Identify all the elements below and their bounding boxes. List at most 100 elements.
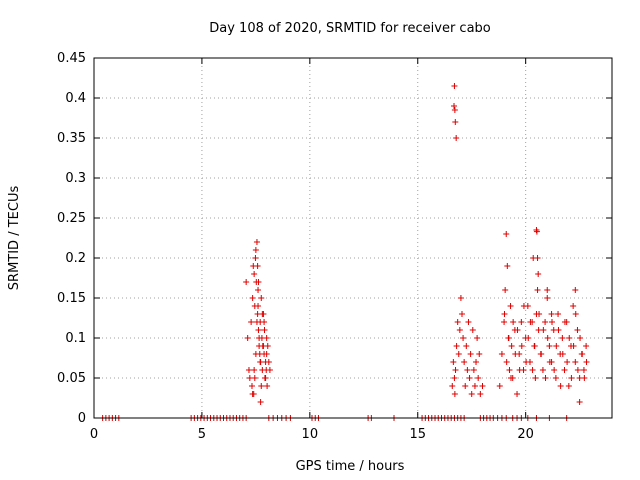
data-point bbox=[467, 351, 474, 357]
x-tick-label: 15 bbox=[409, 427, 426, 442]
data-point bbox=[475, 375, 482, 381]
data-point bbox=[244, 335, 251, 341]
data-point bbox=[514, 391, 521, 397]
data-point bbox=[498, 351, 505, 357]
data-point bbox=[501, 311, 508, 317]
data-point bbox=[506, 367, 513, 373]
chart-title: Day 108 of 2020, SRMTID for receiver cab… bbox=[209, 21, 491, 36]
data-point bbox=[527, 319, 534, 325]
data-point bbox=[255, 287, 262, 293]
data-point bbox=[460, 335, 467, 341]
data-point bbox=[576, 399, 583, 405]
data-point bbox=[529, 367, 536, 373]
data-point bbox=[259, 311, 266, 317]
data-point bbox=[264, 383, 271, 389]
data-point bbox=[544, 335, 551, 341]
data-point bbox=[251, 375, 258, 381]
data-point bbox=[572, 359, 579, 365]
data-point bbox=[502, 287, 509, 293]
data-point bbox=[468, 391, 475, 397]
x-axis-label: GPS time / hours bbox=[296, 459, 405, 474]
data-point bbox=[253, 319, 260, 325]
data-point bbox=[465, 319, 472, 325]
y-tick-label: 0.05 bbox=[57, 371, 86, 386]
data-point bbox=[258, 295, 265, 301]
data-point bbox=[570, 343, 577, 349]
data-point bbox=[533, 228, 540, 235]
data-point bbox=[503, 359, 510, 365]
data-points bbox=[99, 83, 590, 421]
data-point bbox=[518, 319, 525, 325]
data-point bbox=[258, 383, 265, 389]
data-point bbox=[548, 319, 555, 325]
data-point bbox=[568, 375, 575, 381]
data-point bbox=[544, 287, 551, 293]
data-point bbox=[557, 383, 564, 389]
data-point bbox=[532, 375, 539, 381]
data-point bbox=[456, 327, 463, 333]
y-tick-label: 0.25 bbox=[57, 211, 86, 226]
data-point bbox=[252, 255, 259, 261]
data-point bbox=[514, 327, 521, 333]
data-point bbox=[546, 343, 553, 349]
data-point bbox=[469, 327, 476, 333]
data-point bbox=[454, 319, 461, 325]
data-point bbox=[458, 311, 465, 317]
y-tick-label: 0.3 bbox=[65, 171, 86, 186]
data-point bbox=[555, 327, 562, 333]
y-tick-label: 0.4 bbox=[65, 91, 86, 106]
data-point bbox=[249, 391, 256, 397]
data-point bbox=[580, 367, 587, 373]
data-point bbox=[251, 271, 258, 277]
data-point bbox=[453, 343, 460, 349]
y-tick-label: 0.15 bbox=[57, 291, 86, 306]
data-point bbox=[249, 295, 256, 301]
data-point bbox=[257, 399, 264, 405]
data-point bbox=[552, 375, 559, 381]
data-point bbox=[555, 311, 562, 317]
data-point bbox=[255, 327, 262, 333]
data-point bbox=[262, 375, 269, 381]
data-point bbox=[501, 319, 508, 325]
data-point bbox=[266, 367, 273, 373]
data-point bbox=[263, 335, 270, 341]
data-point bbox=[512, 351, 519, 357]
data-point bbox=[507, 375, 514, 381]
data-point bbox=[583, 343, 590, 349]
data-point bbox=[261, 327, 268, 333]
y-tick-label: 0.1 bbox=[65, 331, 86, 346]
data-point bbox=[453, 135, 460, 141]
data-point bbox=[516, 367, 523, 373]
data-point bbox=[450, 359, 457, 365]
data-point bbox=[534, 287, 541, 293]
data-point bbox=[260, 343, 267, 349]
y-tick-label: 0.35 bbox=[57, 131, 86, 146]
x-tick-label: 5 bbox=[198, 427, 206, 442]
data-point bbox=[510, 319, 517, 325]
data-point bbox=[254, 263, 261, 269]
data-point bbox=[503, 231, 510, 237]
data-point bbox=[544, 295, 551, 301]
data-point bbox=[572, 311, 579, 317]
data-point bbox=[451, 107, 458, 113]
x-tick-label: 20 bbox=[517, 427, 534, 442]
data-point bbox=[457, 295, 464, 301]
data-point bbox=[583, 359, 590, 365]
data-point bbox=[477, 391, 484, 397]
data-point bbox=[581, 375, 588, 381]
data-point bbox=[548, 311, 555, 317]
axis-ticks: 0 0.05 0.1 0.15 0.2 0.25 0.3 0.35 0.4 0.45 0 5 10 15 2… bbox=[57, 51, 612, 442]
data-point bbox=[474, 335, 481, 341]
data-point bbox=[570, 303, 577, 309]
data-point bbox=[265, 359, 272, 365]
data-point bbox=[539, 367, 546, 373]
data-point bbox=[564, 359, 571, 365]
y-tick-label: 0.2 bbox=[65, 251, 86, 266]
data-point bbox=[255, 303, 262, 309]
plot-frame bbox=[93, 57, 613, 419]
data-point bbox=[505, 335, 512, 341]
data-point bbox=[561, 319, 568, 325]
y-tick-label: 0.45 bbox=[57, 51, 86, 66]
data-point bbox=[463, 343, 470, 349]
data-point bbox=[546, 359, 553, 365]
